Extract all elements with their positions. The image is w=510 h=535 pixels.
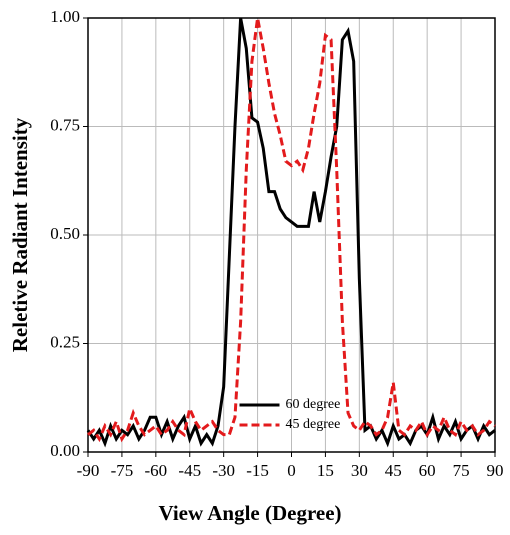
x-tick-label: 90 [487,461,504,480]
x-tick-label: 15 [317,461,334,480]
y-tick-label: 1.00 [50,7,80,26]
x-tick-label: 45 [385,461,402,480]
x-tick-label: -30 [212,461,235,480]
x-tick-label: 30 [351,461,368,480]
x-axis-label: View Angle (Degree) [158,501,341,525]
x-tick-label: -90 [77,461,100,480]
legend-label: 60 degree [286,397,341,412]
y-tick-label: 0.00 [50,441,80,460]
x-tick-label: -45 [178,461,201,480]
legend-label: 45 degree [286,417,341,432]
y-tick-label: 0.50 [50,224,80,243]
y-tick-label: 0.25 [50,332,80,351]
plot-frame [87,17,496,453]
x-tick-label: -60 [144,461,167,480]
data-line [87,17,496,443]
x-tick-label: -75 [111,461,134,480]
x-tick-label: 75 [453,461,470,480]
x-tick-label: 60 [419,461,436,480]
y-tick-label: 0.75 [50,115,80,134]
y-axis-label: Reletive Radiant Intensity [8,117,32,352]
x-tick-label: 0 [287,461,296,480]
x-tick-label: -15 [246,461,269,480]
